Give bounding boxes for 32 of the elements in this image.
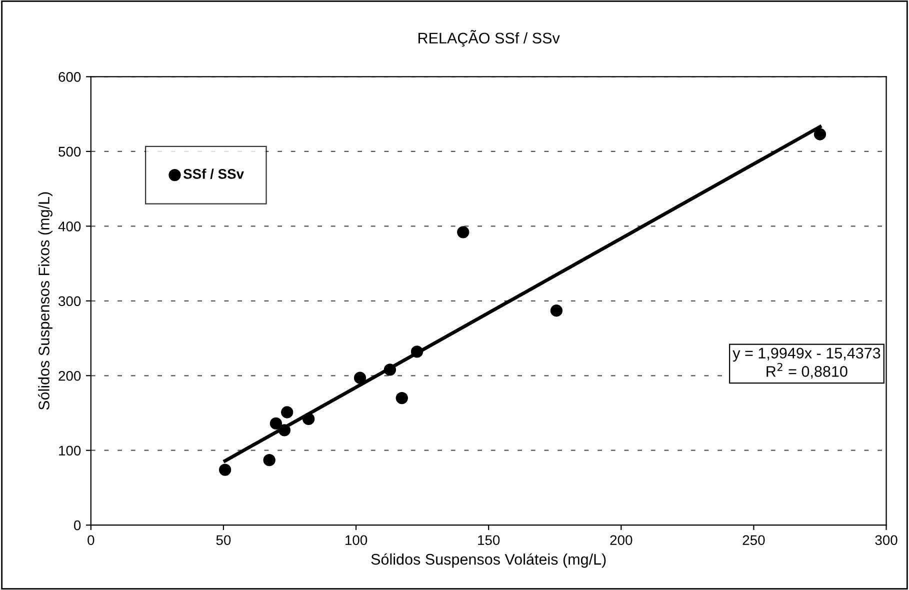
- point: [396, 392, 408, 404]
- point: [550, 304, 563, 317]
- point: [218, 464, 232, 476]
- point: [410, 346, 424, 358]
- x-tick-label: 300: [875, 535, 898, 546]
- point: [354, 372, 366, 384]
- chart-title: RELAÇÃO SSf / SSv: [418, 30, 560, 47]
- y-tick-label: 400: [58, 222, 81, 232]
- x-tick-label: 200: [610, 535, 632, 546]
- x-tick-label: 250: [742, 535, 765, 546]
- point: [814, 128, 826, 140]
- y-tick-label: 100: [59, 446, 81, 456]
- y-tick-label: 200: [58, 370, 81, 381]
- x-tick-label: 0: [88, 535, 94, 546]
- point: [263, 454, 276, 466]
- y-tick-label: 300: [58, 296, 81, 306]
- point: [457, 226, 470, 238]
- y-tick-label: 500: [58, 146, 81, 157]
- point: [302, 412, 315, 426]
- x-axis-title: Sólidos Suspensos Voláteis (mg/L): [371, 553, 606, 568]
- point: [281, 406, 294, 418]
- legend-label: SSf / SSv: [183, 168, 244, 179]
- point: [278, 424, 291, 436]
- y-axis-title: Sólidos Suspensos Fixos (mg/L): [38, 192, 52, 410]
- point: [270, 417, 282, 430]
- x-tick-label: 150: [478, 535, 500, 546]
- y-tick-label: 0: [74, 520, 81, 530]
- annotation: y = 1,9949x - 15,4373 R$^{2}$ = 0,8810: [732, 348, 880, 379]
- point: [384, 364, 396, 376]
- x-tick-label: 100: [346, 535, 368, 546]
- x-tick-label: 50: [216, 535, 231, 546]
- y-tick-label: 600: [58, 72, 81, 82]
